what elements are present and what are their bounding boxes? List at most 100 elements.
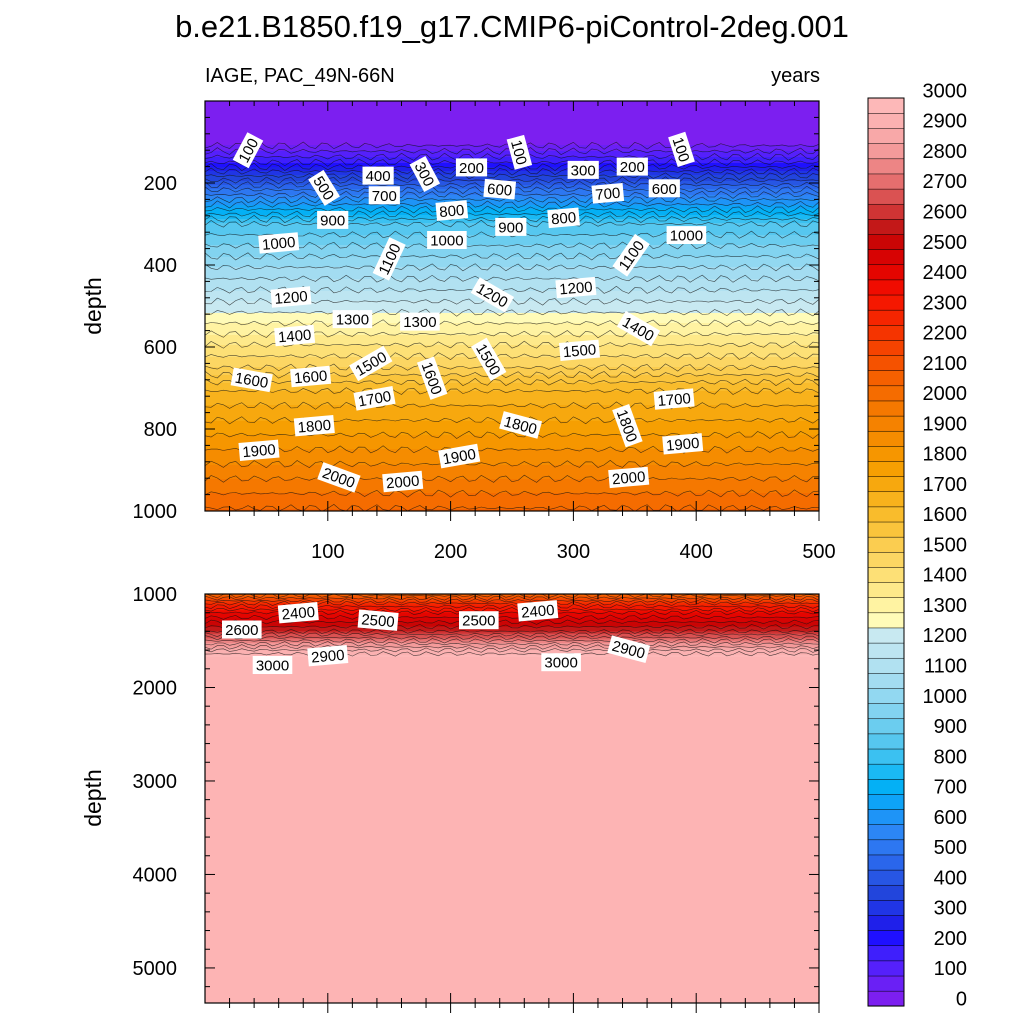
contour-label-box bbox=[238, 439, 280, 461]
contour-band bbox=[205, 301, 819, 304]
contour-band bbox=[205, 509, 819, 511]
upper-panel: 100 500 400 300 200 100 300 200 100 700 600 800 900 8… bbox=[80, 100, 836, 563]
contour-band bbox=[205, 259, 819, 262]
colorbar-swatch bbox=[867, 385, 905, 402]
contour-band bbox=[205, 949, 819, 953]
colorbar-swatch bbox=[867, 370, 905, 387]
contour-band bbox=[205, 988, 819, 992]
contour-band bbox=[205, 942, 819, 946]
colorbar-tick-label: 700 bbox=[934, 777, 967, 799]
contour-band bbox=[205, 281, 819, 284]
colorbar-tick-label: 1700 bbox=[923, 474, 968, 496]
contour-band bbox=[205, 241, 819, 244]
contour-band bbox=[205, 960, 819, 964]
subtitle-right: years bbox=[771, 65, 820, 87]
colorbar-swatch bbox=[867, 143, 905, 160]
contour-band bbox=[205, 661, 819, 665]
contour-line bbox=[205, 205, 819, 214]
contour-band bbox=[205, 678, 819, 682]
colorbar-tick-label: 1800 bbox=[923, 444, 968, 466]
contour-label-box bbox=[616, 310, 661, 347]
contour-label-box bbox=[668, 131, 695, 168]
x-tick-label: 200 bbox=[434, 541, 467, 563]
contour-label-text: 1600 bbox=[293, 368, 328, 388]
contour-band bbox=[205, 631, 819, 635]
colorbar-swatch bbox=[867, 990, 905, 1007]
contour-band bbox=[205, 453, 819, 456]
contour-label-text: 300 bbox=[571, 162, 596, 179]
contour-band bbox=[205, 881, 819, 885]
contour-label-text: 1900 bbox=[665, 435, 700, 455]
colorbar-tick-label: 3000 bbox=[923, 80, 968, 102]
contour-band bbox=[205, 235, 819, 238]
contour-band bbox=[205, 461, 819, 464]
colorbar-swatch bbox=[867, 597, 905, 614]
colorbar-swatch bbox=[867, 657, 905, 674]
contour-label: 2500 bbox=[459, 611, 499, 630]
contour-label-text: 1200 bbox=[559, 279, 594, 299]
contour-band bbox=[205, 159, 819, 162]
contour-band bbox=[205, 921, 819, 925]
contour-band bbox=[205, 846, 819, 850]
contour-label-box bbox=[317, 210, 349, 229]
contour-label-text: 3000 bbox=[256, 658, 289, 675]
contour-label-text: 1600 bbox=[234, 370, 270, 393]
contour-band bbox=[205, 778, 819, 782]
contour-label-box bbox=[455, 158, 488, 177]
contour-label: 3000 bbox=[252, 656, 293, 675]
colorbar-swatch bbox=[867, 249, 905, 266]
upper-plot-frame bbox=[204, 100, 820, 512]
contour-band bbox=[205, 995, 819, 999]
contour-band bbox=[205, 993, 819, 997]
contour-band bbox=[205, 904, 819, 908]
contour-band bbox=[205, 671, 819, 675]
colorbar-swatch bbox=[867, 945, 905, 962]
contour-band bbox=[205, 640, 819, 644]
contour-band bbox=[205, 283, 819, 286]
contour-label-box bbox=[558, 339, 601, 361]
contour-label-text: 600 bbox=[486, 181, 512, 200]
contour-label-box bbox=[400, 312, 440, 331]
contour-band bbox=[205, 930, 819, 934]
contour-band bbox=[205, 449, 819, 452]
contour-label: 200 bbox=[616, 157, 648, 176]
contour-band bbox=[205, 907, 819, 911]
colorbar-swatch bbox=[867, 476, 905, 493]
contour-band bbox=[205, 944, 819, 948]
contour-label-text: 1300 bbox=[403, 314, 436, 331]
contour-band bbox=[205, 977, 819, 981]
y-tick-label: 2000 bbox=[133, 677, 178, 699]
contour-band bbox=[205, 451, 819, 454]
contour-band bbox=[205, 598, 819, 602]
contour-band bbox=[205, 708, 819, 712]
contour-label-text: 900 bbox=[498, 219, 523, 236]
contour-band bbox=[205, 457, 819, 460]
contour-band bbox=[205, 820, 819, 824]
contour-band bbox=[205, 823, 819, 826]
contour-band bbox=[205, 115, 819, 118]
contour-label-box bbox=[653, 388, 695, 410]
contour-band bbox=[205, 659, 819, 663]
contour-band bbox=[205, 837, 819, 840]
contour-band bbox=[205, 848, 819, 852]
contour-label-box bbox=[362, 166, 394, 185]
contour-band bbox=[205, 171, 819, 174]
colorbar-swatch bbox=[867, 324, 905, 341]
colorbar-swatch bbox=[867, 264, 905, 281]
contour-label-text: 1400 bbox=[277, 327, 312, 347]
contour-band bbox=[205, 858, 819, 862]
contour-band bbox=[205, 305, 819, 308]
contour-label-box bbox=[349, 345, 393, 382]
contour-band bbox=[205, 315, 819, 318]
contour-band bbox=[205, 825, 819, 829]
contour-band bbox=[205, 463, 819, 466]
contour-label-box bbox=[252, 656, 293, 674]
contour-band bbox=[205, 307, 819, 310]
contour-band bbox=[205, 215, 819, 218]
contour-band bbox=[205, 289, 819, 292]
contour-band bbox=[205, 841, 819, 845]
colorbar-swatch bbox=[867, 582, 905, 598]
contour-band bbox=[205, 361, 819, 364]
contour-label-text: 2400 bbox=[281, 604, 316, 624]
contour-label-box bbox=[232, 132, 264, 169]
